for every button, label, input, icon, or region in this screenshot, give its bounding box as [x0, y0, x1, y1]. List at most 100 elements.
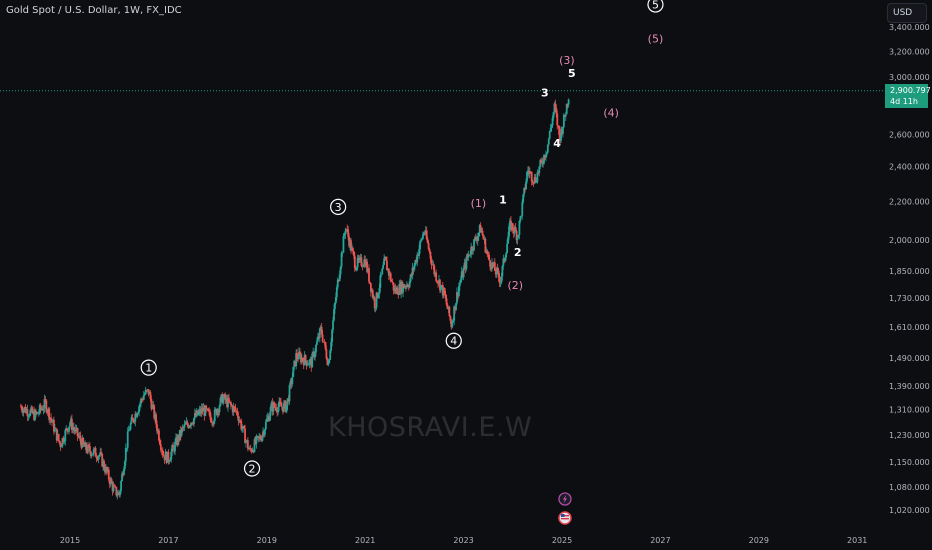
candle-body [259, 436, 262, 440]
candle-body [85, 442, 87, 451]
candle-body [393, 288, 396, 291]
candle-body [469, 254, 472, 256]
candle-body [149, 392, 152, 399]
y-tick-label: 1,730.000 [889, 294, 930, 303]
candle-body [164, 452, 167, 461]
candle-body [303, 354, 306, 366]
flag-canton [560, 514, 565, 517]
candle-body [229, 402, 232, 406]
candle-body [108, 479, 111, 485]
candle-body [352, 248, 354, 252]
candle-body [190, 422, 193, 426]
candle-body [278, 401, 280, 407]
candle-body [124, 448, 127, 462]
candle-body [44, 399, 47, 401]
wave-label-pink: (4) [603, 107, 619, 120]
candle-body [290, 380, 293, 384]
candle-body [335, 287, 338, 298]
events-layer[interactable] [558, 492, 572, 525]
candle-body [512, 230, 515, 234]
candle-body [249, 448, 252, 450]
candle-body [359, 257, 362, 259]
candle-body [267, 416, 270, 422]
candle-body [271, 402, 274, 412]
x-tick-label: 2027 [650, 536, 670, 545]
candle-body [162, 454, 165, 457]
candle-body [101, 453, 104, 467]
candle-body [279, 401, 281, 403]
y-tick-label: 1,850.000 [889, 267, 930, 276]
candle-body [437, 282, 439, 284]
candle-body [75, 427, 78, 429]
candle-body [369, 283, 372, 292]
candle-body [287, 398, 290, 402]
candle-body [546, 144, 549, 153]
candle-body [394, 288, 397, 293]
candle-body [505, 252, 508, 258]
candle-body [509, 220, 511, 227]
candle-body [63, 441, 66, 443]
candle-body [453, 306, 456, 321]
wave-label-circled: 4 [450, 335, 457, 348]
candle-body [302, 360, 305, 366]
candle-body [161, 450, 164, 455]
candle-body [372, 297, 375, 299]
time-axis[interactable]: 2015 2017 2019 2021 2023 2025 2027 2029 2031 [60, 536, 868, 545]
candle-body [192, 423, 194, 425]
candle-body [442, 287, 445, 296]
y-tick-label: 1,230.000 [889, 431, 930, 440]
candle-body [466, 256, 469, 258]
candle-body [184, 424, 187, 425]
y-tick-label: 2,400.000 [889, 163, 930, 172]
candle-body [219, 397, 222, 406]
candle-body [146, 389, 149, 391]
candle-body [52, 419, 54, 423]
candle-body [312, 351, 315, 354]
candle-body [563, 114, 566, 117]
candle-body [266, 416, 269, 420]
candle-body [459, 279, 462, 283]
candle-body [446, 304, 449, 310]
candle-body [390, 281, 393, 282]
candle-body [183, 424, 186, 428]
last-price-badge: 2,900.797 4d 11h [885, 84, 931, 108]
candle-body [517, 234, 520, 238]
candle-body [429, 251, 432, 259]
candle-body [498, 277, 501, 283]
candle-body [550, 125, 553, 129]
candle-body [176, 437, 178, 446]
wave-label-pink: (2) [507, 279, 523, 292]
y-tick-label: 1,150.000 [889, 458, 930, 467]
candle-body [91, 453, 94, 455]
price-axis[interactable]: 3,400.000 3,200.000 3,000.000 2,600.000 2,40… [889, 23, 930, 515]
candle-body [26, 409, 29, 417]
candle-body [272, 402, 275, 412]
candle-body [500, 276, 503, 283]
candle-body [111, 483, 114, 492]
candle-body [413, 264, 416, 270]
candle-body [227, 398, 229, 408]
candle-body [284, 401, 287, 412]
candle-body [490, 266, 492, 270]
candle-body [484, 238, 487, 253]
candle-body [208, 411, 210, 412]
candle-body [125, 447, 128, 449]
y-tick-label: 2,600.000 [889, 131, 930, 140]
candle-body [99, 452, 102, 455]
candle-body [545, 152, 548, 155]
currency-button[interactable]: USD [887, 3, 927, 23]
candle-body [543, 154, 545, 164]
candle-body [301, 357, 304, 361]
candle-body [339, 266, 342, 275]
candle-body [252, 450, 255, 452]
candle-body [102, 461, 105, 467]
candle-body [346, 229, 349, 231]
candle-body [523, 187, 526, 195]
candle-body [65, 428, 68, 431]
candle-body [215, 409, 218, 415]
x-tick-label: 2023 [453, 536, 473, 545]
candle-body [40, 408, 43, 410]
candle-body [255, 436, 258, 444]
candle-body [54, 428, 57, 429]
